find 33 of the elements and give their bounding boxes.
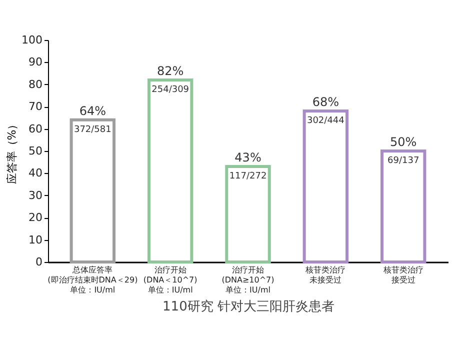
- y-tick-label: 70: [28, 100, 42, 114]
- y-tick-label: 60: [28, 122, 42, 136]
- x-tick-label: 核苷类治疗接受过: [382, 266, 424, 284]
- bar: [225, 165, 271, 264]
- annotation: 302/444: [306, 116, 345, 126]
- y-axis-title: 应答率（%）: [6, 118, 19, 184]
- y-tick-label: 10: [28, 233, 42, 246]
- x-tick-label: 总体应答率 (即治疗结束时DNA＜29) 单位：IU/ml: [48, 266, 138, 294]
- y-tick-label: 0: [36, 256, 42, 268]
- annotation: 254/309: [152, 84, 190, 95]
- y-tick-label: 40: [28, 166, 42, 180]
- y-tick-label: 30: [28, 188, 42, 202]
- bar: [302, 110, 349, 264]
- x-tick-label: 治疗开始 (DNA≥10^7) 单位：IU/ml: [222, 266, 274, 294]
- y-tick-label: 80: [28, 78, 42, 91]
- y-tick-label: 90: [28, 56, 42, 69]
- y-tick-label: 50: [28, 144, 42, 158]
- x-axis-title: 110研究 针对大三阳肝炎患者: [162, 300, 334, 314]
- data-label: 43%: [234, 150, 262, 165]
- annotation: 372/581: [74, 124, 112, 135]
- data-label: 82%: [156, 64, 184, 78]
- annotation: 117/272: [229, 172, 267, 182]
- data-label: 68%: [312, 95, 340, 110]
- bar: [70, 118, 116, 264]
- data-label: 50%: [390, 135, 417, 149]
- y-tick-label: 20: [28, 211, 42, 224]
- annotation: 69/137: [388, 156, 420, 166]
- data-label: 64%: [79, 104, 106, 118]
- y-tick-label: 100: [22, 34, 42, 46]
- x-tick-label: 治疗开始 (DNA＜10^7) 单位：IU/ml: [143, 266, 198, 294]
- x-tick-label: 核苷类治疗未接受过: [304, 266, 346, 284]
- bar: [380, 150, 426, 264]
- bar: [147, 78, 194, 264]
